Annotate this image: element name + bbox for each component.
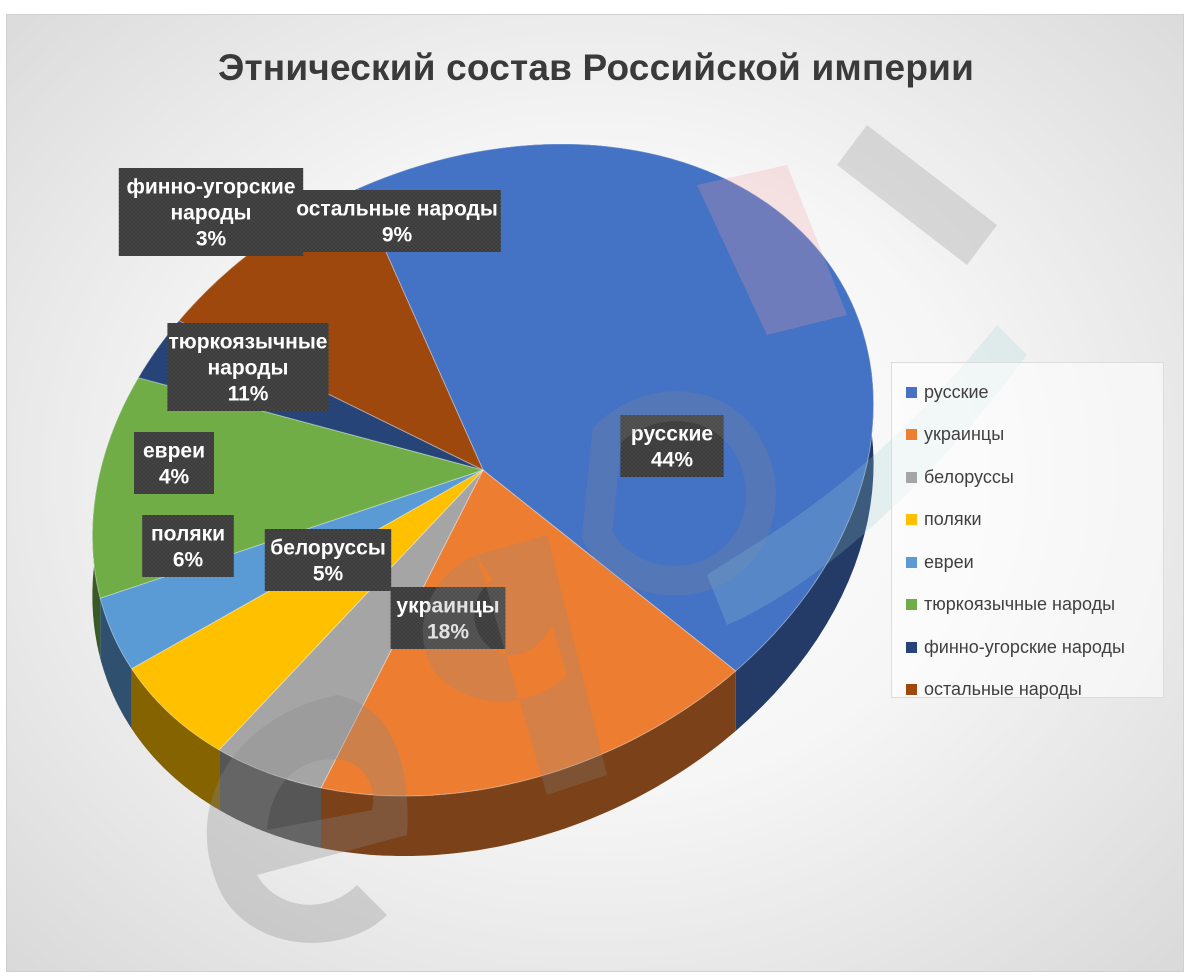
legend-swatch	[906, 599, 917, 611]
slice-3	[130, 469, 484, 751]
data-label-text: поляки	[151, 522, 225, 545]
data-label-6: финно-угорские народы 3%	[118, 168, 304, 256]
data-label-box	[293, 190, 501, 252]
legend-swatch	[906, 684, 917, 696]
legend-item: поляки	[906, 499, 1163, 542]
data-label-1: украинцы 18%	[390, 587, 506, 649]
slice-side-4	[100, 598, 132, 729]
legend-swatch	[906, 386, 917, 398]
watermark-pink-stroke	[697, 165, 847, 335]
data-label-text: 18%	[427, 620, 469, 643]
watermark-letter-e	[206, 695, 408, 943]
legend-swatch	[906, 429, 917, 441]
watermark-gray-stroke	[837, 125, 997, 265]
legend-swatch	[906, 641, 917, 653]
chart-area: Этнический состав Российской империи рус…	[6, 14, 1184, 972]
data-label-box	[142, 515, 234, 577]
legend-item: евреи	[906, 541, 1163, 584]
data-label-text: народы	[207, 356, 288, 379]
legend-label: белоруссы	[924, 466, 1014, 487]
data-label-text: евреи	[143, 439, 205, 462]
data-label-box	[118, 168, 304, 256]
data-label-text: белоруссы	[270, 536, 386, 559]
data-label-2: белоруссы 5%	[264, 529, 392, 591]
legend-item: тюркоязычные народы	[906, 584, 1163, 627]
data-label-4: евреи 4%	[134, 432, 214, 494]
data-label-5: тюркоязычные народы 11%	[167, 323, 329, 411]
data-label-box	[264, 529, 392, 591]
legend-label: евреи	[924, 551, 974, 572]
data-label-box	[390, 587, 506, 649]
data-label-0: русские 44%	[620, 415, 724, 477]
legend-item: финно-угорские народы	[906, 626, 1163, 669]
legend-swatch	[906, 556, 917, 568]
legend-label: русские	[924, 381, 989, 402]
legend-swatch	[906, 514, 917, 526]
slice-2	[218, 469, 484, 789]
data-label-text: народы	[170, 201, 251, 224]
legend-item: белоруссы	[906, 456, 1163, 499]
pie-chart: русские 44% украинцы 18% белоруссы 5% поляки 6%…	[91, 125, 1027, 943]
legend-label: тюркоязычные народы	[924, 594, 1116, 615]
data-label-box	[134, 432, 214, 494]
legend-swatch	[906, 471, 917, 483]
slice-side-1	[321, 671, 736, 856]
slice-1	[320, 469, 737, 797]
data-label-text: 44%	[651, 448, 693, 471]
watermark-letter-d	[422, 535, 607, 795]
data-label-text: 5%	[313, 562, 344, 585]
data-label-text: 9%	[382, 223, 413, 246]
slice-labels: русские 44% украинцы 18% белоруссы 5% поляки 6%…	[118, 168, 724, 649]
legend-label: украинцы	[924, 424, 1005, 445]
data-label-3: поляки 6%	[142, 515, 234, 577]
data-label-text: 11%	[228, 382, 269, 405]
data-label-text: русские	[631, 422, 713, 445]
data-label-box	[167, 323, 329, 411]
data-label-text: остальные народы	[296, 197, 498, 220]
data-label-text: финно-угорские	[126, 175, 295, 198]
legend-item: украинцы	[906, 414, 1163, 457]
legend-label: остальные народы	[924, 679, 1082, 700]
data-label-text: украинцы	[396, 594, 499, 617]
data-label-box	[620, 415, 724, 477]
chart-title: Этнический состав Российской империи	[217, 47, 975, 88]
data-label-text: 6%	[173, 548, 204, 571]
data-label-text: тюркоязычные	[169, 330, 328, 353]
legend: русские украинцы белоруссы поляки евреи тюрко…	[891, 362, 1164, 699]
data-label-text: 3%	[196, 227, 227, 250]
slice-0	[357, 143, 875, 672]
legend-label: финно-угорские народы	[924, 636, 1125, 657]
legend-item: русские	[906, 371, 1163, 414]
data-label-text: 4%	[159, 465, 190, 488]
slice-side-3	[131, 668, 220, 810]
watermark-letter-u	[581, 391, 776, 596]
slice-side-2	[219, 749, 321, 848]
legend-item: остальные народы	[906, 669, 1163, 712]
data-label-7: остальные народы 9%	[293, 190, 501, 252]
legend-label: поляки	[924, 509, 982, 530]
